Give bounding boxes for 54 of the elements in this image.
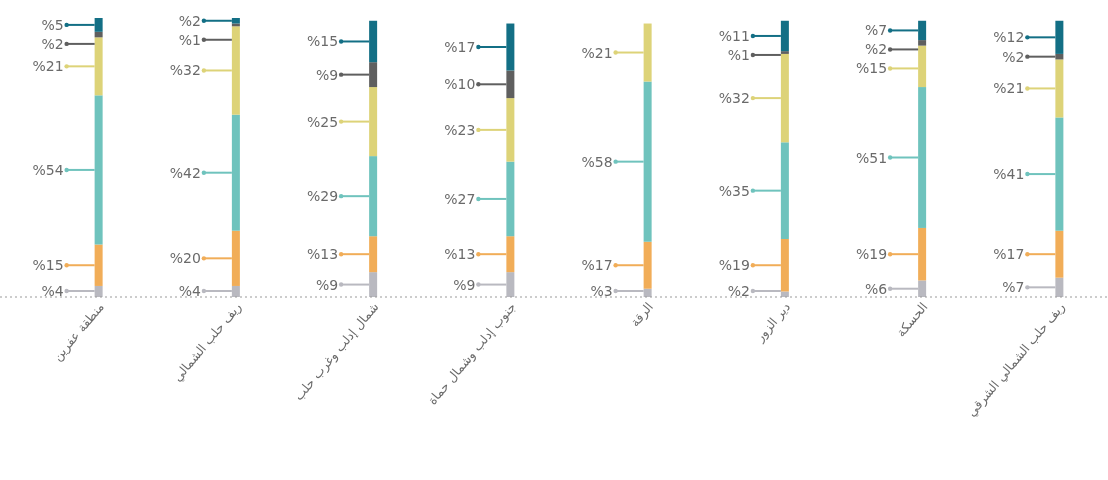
data-label: %2	[864, 41, 888, 58]
data-label: %1	[178, 31, 201, 48]
data-label: %9	[315, 276, 339, 293]
x-tick-label: ريف حلب الشمالي	[169, 299, 245, 385]
data-label: %25	[307, 113, 339, 130]
data-label: %15	[307, 33, 339, 50]
data-label: %32	[169, 62, 201, 79]
data-label: %35	[718, 182, 750, 199]
data-label: %4	[178, 283, 201, 299]
data-label: %4	[41, 283, 64, 299]
data-label: %5	[41, 16, 64, 33]
x-tick-label: دير الزور	[751, 299, 794, 346]
data-label: %42	[169, 164, 201, 181]
data-label: %21	[993, 80, 1025, 97]
data-label: %2	[178, 12, 201, 29]
data-label: %17	[444, 39, 476, 55]
data-label: %3	[590, 283, 613, 299]
data-label: %15	[32, 257, 64, 274]
data-label: %17	[581, 257, 613, 274]
data-label: %11	[718, 27, 750, 44]
data-label: %17	[993, 246, 1025, 263]
data-label: %58	[581, 153, 613, 170]
data-label: %19	[856, 246, 888, 263]
data-label: %29	[307, 188, 339, 205]
data-label: %41	[993, 166, 1025, 183]
data-label: %13	[307, 246, 339, 263]
data-label: %12	[993, 29, 1025, 46]
x-tick-label: ريف حلب الشمالي الشرقي	[963, 299, 1069, 420]
data-label: %32	[718, 90, 750, 107]
data-label: %2	[1002, 48, 1025, 65]
data-label: %2	[41, 35, 64, 52]
x-tick-label: منطقة عفرين	[49, 299, 108, 365]
data-label: %7	[1002, 279, 1025, 296]
data-label: %9	[453, 276, 476, 293]
data-label: %21	[581, 44, 613, 61]
x-tick-label: الحسكة	[893, 299, 931, 340]
data-label: %9	[315, 66, 339, 83]
data-label: %19	[718, 257, 750, 274]
data-label: %13	[444, 246, 476, 263]
data-label: %51	[856, 149, 888, 166]
data-label: %2	[727, 283, 750, 299]
x-tick-label: الرقة	[627, 299, 657, 331]
data-label: %21	[32, 58, 64, 75]
data-label: %54	[32, 161, 64, 178]
data-label: %15	[856, 60, 888, 77]
data-label: %23	[444, 121, 476, 138]
x-tick-label: شمال إدلب وغرب حلب	[290, 299, 383, 404]
data-label: %20	[169, 250, 201, 267]
data-label: %7	[864, 22, 888, 39]
data-label: %6	[864, 280, 888, 297]
data-label: %10	[444, 76, 476, 93]
data-label: %27	[444, 190, 476, 207]
data-label: %1	[727, 46, 750, 63]
x-tick-label: جنوب إدلب وشمال حماة	[424, 299, 520, 409]
